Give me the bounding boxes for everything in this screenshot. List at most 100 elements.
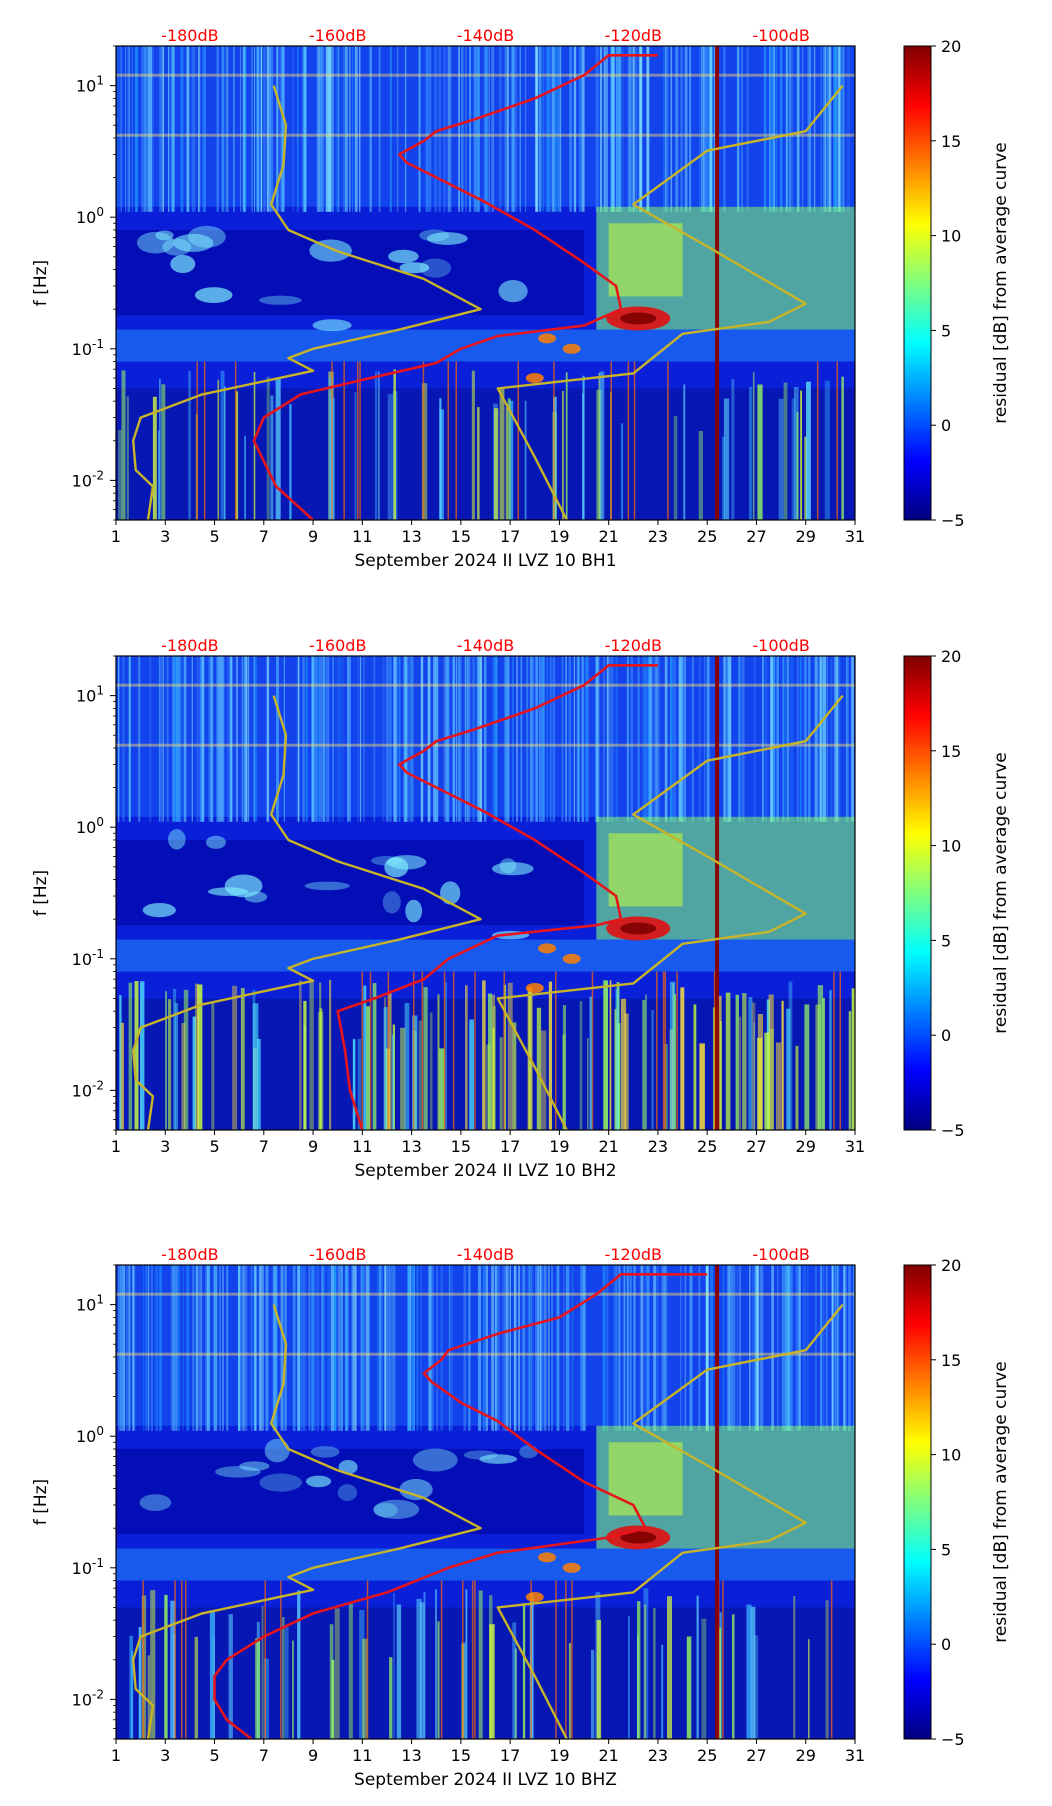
x-tick-label: 23 xyxy=(648,1746,668,1765)
x-tick-label: 13 xyxy=(401,1137,421,1156)
y-tick-label: 101 xyxy=(76,74,104,96)
colorbar-tick-label: −5 xyxy=(941,511,965,530)
x-tick-label: 9 xyxy=(308,1746,318,1765)
colorbar-tick-label: 15 xyxy=(941,742,961,761)
colorbar xyxy=(903,1264,932,1740)
noise-model-curve-1 xyxy=(132,1304,482,1739)
x-tick-label: 31 xyxy=(845,1137,865,1156)
x-tick-label: 21 xyxy=(598,1137,618,1156)
colorbar-label: residual [dB] from average curve xyxy=(991,752,1011,1033)
x-tick-label: 11 xyxy=(352,527,372,546)
noise-model-curve-1 xyxy=(132,695,482,1130)
x-tick-label: 3 xyxy=(160,1746,170,1765)
y-tick-label: 10-2 xyxy=(72,468,104,490)
x-tick-label: 27 xyxy=(746,1746,766,1765)
y-tick-label: 101 xyxy=(76,684,104,706)
x-tick-label: 5 xyxy=(209,1746,219,1765)
db-scale-label: -100dB xyxy=(752,26,809,45)
x-axis-label: September 2024 II LVZ 10 BHZ xyxy=(354,1770,617,1790)
db-scale-label: -140dB xyxy=(457,1245,514,1264)
x-tick-label: 17 xyxy=(500,1746,520,1765)
db-scale-label: -160dB xyxy=(309,636,366,655)
colorbar-tick-label: 10 xyxy=(941,1446,961,1465)
db-scale-label: -100dB xyxy=(752,636,809,655)
x-tick-label: 17 xyxy=(500,527,520,546)
x-tick-label: 3 xyxy=(160,1137,170,1156)
y-tick-label: 101 xyxy=(76,1293,104,1315)
colorbar-tick-label: 0 xyxy=(941,1635,951,1654)
x-tick-label: 1 xyxy=(111,1746,121,1765)
colorbar-tick-label: 20 xyxy=(941,647,961,666)
colorbar-label: residual [dB] from average curve xyxy=(991,1361,1011,1642)
x-tick-label: 25 xyxy=(697,527,717,546)
residual-field xyxy=(116,46,855,520)
x-tick-label: 23 xyxy=(648,527,668,546)
x-tick-label: 25 xyxy=(697,1746,717,1765)
x-tick-label: 3 xyxy=(160,527,170,546)
y-tick-label: 10-1 xyxy=(72,947,104,969)
x-tick-label: 17 xyxy=(500,1137,520,1156)
residual-field xyxy=(116,656,855,1130)
db-scale-label: -120dB xyxy=(605,636,662,655)
y-tick-label: 100 xyxy=(76,1424,104,1446)
db-scale-label: -160dB xyxy=(309,1245,366,1264)
x-tick-label: 7 xyxy=(259,1746,269,1765)
x-tick-label: 15 xyxy=(451,1746,471,1765)
db-scale-label: -140dB xyxy=(457,26,514,45)
noise-model-curve-2 xyxy=(496,1303,844,1739)
y-tick-label: 10-1 xyxy=(72,1556,104,1578)
db-scale-label: -120dB xyxy=(605,1245,662,1264)
y-tick-label: 100 xyxy=(76,815,104,837)
db-scale-label: -140dB xyxy=(457,636,514,655)
colorbar-tick-label: 5 xyxy=(941,1540,951,1559)
x-tick-label: 27 xyxy=(746,527,766,546)
x-tick-label: 29 xyxy=(796,1137,816,1156)
colorbar xyxy=(903,45,932,521)
x-tick-label: 11 xyxy=(352,1137,372,1156)
colorbar-tick-label: −5 xyxy=(941,1730,965,1749)
psd-curve xyxy=(252,54,658,520)
db-scale-label: -160dB xyxy=(309,26,366,45)
colorbar-tick-label: −5 xyxy=(941,1121,965,1140)
x-axis-label: September 2024 II LVZ 10 BH2 xyxy=(354,1161,616,1181)
colorbar-label: residual [dB] from average curve xyxy=(991,142,1011,423)
x-tick-label: 9 xyxy=(308,1137,318,1156)
noise-model-curve-2 xyxy=(496,694,844,1130)
psd-curve xyxy=(213,1273,708,1739)
x-tick-label: 13 xyxy=(401,1746,421,1765)
x-tick-label: 5 xyxy=(209,1137,219,1156)
x-tick-label: 31 xyxy=(845,1746,865,1765)
x-tick-label: 13 xyxy=(401,527,421,546)
colorbar-tick-label: 10 xyxy=(941,837,961,856)
colorbar-tick-label: 15 xyxy=(941,1351,961,1370)
x-tick-label: 1 xyxy=(111,1137,121,1156)
x-tick-label: 11 xyxy=(352,1746,372,1765)
colorbar-tick-label: 10 xyxy=(941,227,961,246)
colorbar-tick-label: 20 xyxy=(941,1256,961,1275)
colorbar-tick-label: 5 xyxy=(941,321,951,340)
x-tick-label: 15 xyxy=(451,1137,471,1156)
x-tick-label: 19 xyxy=(549,527,569,546)
colorbar-tick-label: 0 xyxy=(941,416,951,435)
x-tick-label: 9 xyxy=(308,527,318,546)
colorbar xyxy=(903,655,932,1131)
y-axis-label: f [Hz] xyxy=(31,870,51,916)
db-scale-label: -120dB xyxy=(605,26,662,45)
y-tick-label: 10-1 xyxy=(72,337,104,359)
colorbar-tick-label: 20 xyxy=(941,37,961,56)
colorbar-tick-label: 15 xyxy=(941,132,961,151)
x-tick-label: 29 xyxy=(796,1746,816,1765)
colorbar-tick-label: 5 xyxy=(941,931,951,950)
x-tick-label: 19 xyxy=(549,1746,569,1765)
noise-model-curve-2 xyxy=(496,84,844,520)
x-tick-label: 5 xyxy=(209,527,219,546)
x-tick-label: 19 xyxy=(549,1137,569,1156)
y-axis-label: f [Hz] xyxy=(31,260,51,306)
x-tick-label: 31 xyxy=(845,527,865,546)
x-tick-label: 15 xyxy=(451,527,471,546)
colorbar-tick-label: 0 xyxy=(941,1026,951,1045)
db-scale-label: -180dB xyxy=(161,636,218,655)
